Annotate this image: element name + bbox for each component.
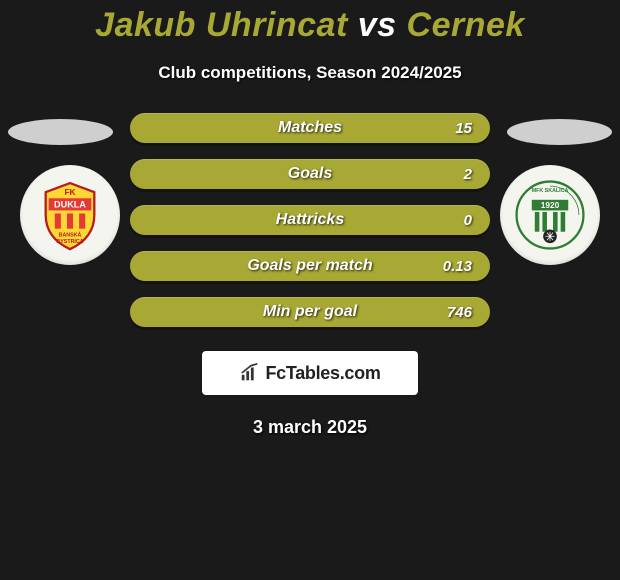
- player2-name: Cernek: [407, 6, 525, 44]
- chart-icon: [239, 362, 261, 384]
- stat-label: Min per goal: [263, 303, 357, 321]
- crest-right: MFK SKALICA 1920: [500, 165, 600, 265]
- branding-box: FcTables.com: [202, 351, 418, 395]
- stats-stage: FK DUKLA BANSKÁ BYSTRICA MFK SKALICA 192…: [0, 113, 620, 343]
- stat-value: 0.13: [443, 258, 472, 275]
- comparison-title: Jakub Uhrincat vs Cernek: [0, 0, 620, 45]
- stat-label: Hattricks: [276, 211, 344, 229]
- vs-text: vs: [358, 6, 397, 44]
- svg-text:DUKLA: DUKLA: [54, 199, 86, 209]
- stat-label: Goals per match: [247, 257, 372, 275]
- stat-bar-min-per-goal: Min per goal 746: [130, 297, 490, 327]
- dukla-crest-icon: FK DUKLA BANSKÁ BYSTRICA: [32, 177, 108, 253]
- svg-text:BANSKÁ: BANSKÁ: [59, 231, 82, 238]
- shadow-oval-left: [8, 119, 113, 145]
- shadow-oval-right: [507, 119, 612, 145]
- stat-label: Matches: [278, 119, 342, 137]
- stat-bars: Matches 15 Goals 2 Hattricks 0 Goals per…: [130, 113, 490, 343]
- subtitle: Club competitions, Season 2024/2025: [0, 63, 620, 83]
- svg-text:MFK SKALICA: MFK SKALICA: [532, 188, 569, 194]
- stat-value: 2: [464, 166, 472, 183]
- date-text: 3 march 2025: [0, 417, 620, 438]
- svg-text:FK: FK: [64, 187, 75, 197]
- crest-left: FK DUKLA BANSKÁ BYSTRICA: [20, 165, 120, 265]
- stat-bar-goals: Goals 2: [130, 159, 490, 189]
- stat-bar-goals-per-match: Goals per match 0.13: [130, 251, 490, 281]
- stat-value: 746: [447, 304, 472, 321]
- branding-text: FcTables.com: [265, 363, 380, 384]
- stat-bar-matches: Matches 15: [130, 113, 490, 143]
- svg-text:BYSTRICA: BYSTRICA: [56, 239, 83, 245]
- stat-bar-hattricks: Hattricks 0: [130, 205, 490, 235]
- stat-label: Goals: [288, 165, 332, 183]
- stat-value: 0: [464, 212, 472, 229]
- svg-text:1920: 1920: [541, 200, 560, 210]
- stat-value: 15: [455, 120, 472, 137]
- player1-name: Jakub Uhrincat: [95, 6, 348, 44]
- skalica-crest-icon: MFK SKALICA 1920: [512, 177, 588, 253]
